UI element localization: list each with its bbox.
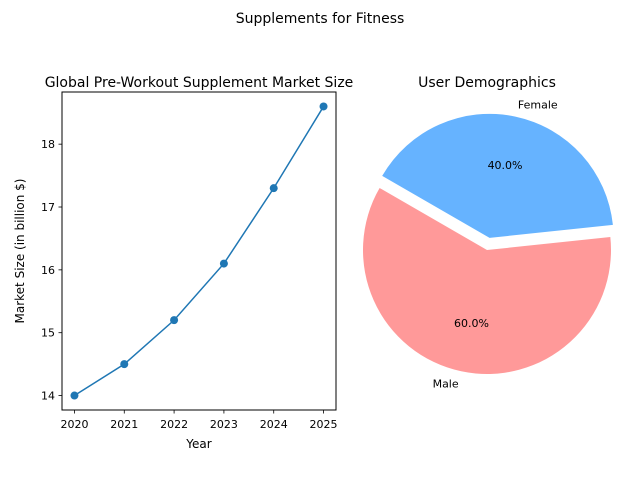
line-data-point <box>120 360 129 369</box>
line-series-markers <box>70 102 328 400</box>
x-tick-label: 2021 <box>110 418 138 431</box>
line-data-point <box>269 184 278 193</box>
pie-slices <box>363 113 613 374</box>
pie-category-label: Female <box>518 98 558 111</box>
y-tick-label: 14 <box>41 390 55 403</box>
pie-percent-label: 60.0% <box>454 317 489 330</box>
line-chart-x-axis: 2020 2021 2022 2023 2024 2025 <box>60 410 338 431</box>
line-chart-y-axis: 14 15 16 17 18 <box>41 138 62 403</box>
y-tick-label: 18 <box>41 138 55 151</box>
figure-suptitle: Supplements for Fitness <box>236 11 405 27</box>
x-tick-label: 2024 <box>260 418 288 431</box>
line-data-point <box>219 259 228 268</box>
line-data-point <box>319 102 328 111</box>
line-chart-y-label: Market Size (in billion $) <box>13 179 27 324</box>
pie-slice-male <box>363 188 612 374</box>
line-chart-x-label: Year <box>185 437 211 451</box>
pie-percent-label: 40.0% <box>488 159 523 172</box>
pie-slice-female <box>382 113 613 238</box>
pie-labels: 60.0% Male 40.0% Female <box>433 98 558 390</box>
line-chart-plot-area <box>61 91 337 411</box>
line-data-point <box>70 391 79 400</box>
pie-chart: User Demographics 60.0% Male 40.0% Female <box>363 75 613 390</box>
x-tick-label: 2025 <box>310 418 338 431</box>
x-tick-label: 2022 <box>160 418 188 431</box>
x-tick-label: 2023 <box>210 418 238 431</box>
pie-chart-title: User Demographics <box>418 75 556 91</box>
x-tick-label: 2020 <box>60 418 88 431</box>
y-tick-label: 17 <box>41 201 55 214</box>
y-tick-label: 16 <box>41 264 55 277</box>
line-data-point <box>170 316 179 325</box>
pie-category-label: Male <box>433 377 459 390</box>
line-series <box>74 106 325 397</box>
line-chart-title: Global Pre-Workout Supplement Market Siz… <box>45 75 354 91</box>
y-tick-label: 15 <box>41 327 55 340</box>
line-chart: Global Pre-Workout Supplement Market Siz… <box>13 75 353 451</box>
